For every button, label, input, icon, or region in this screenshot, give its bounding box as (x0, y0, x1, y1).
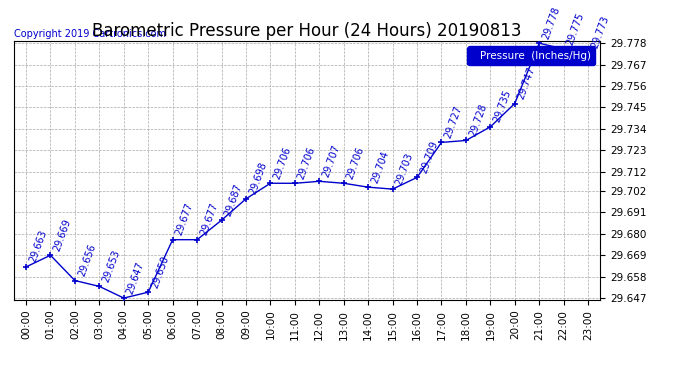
Text: 29.707: 29.707 (321, 143, 342, 178)
Text: 29.727: 29.727 (443, 104, 464, 140)
Text: 29.650: 29.650 (150, 254, 170, 290)
Text: 29.706: 29.706 (296, 145, 317, 180)
Pressure  (Inches/Hg) (95, 284, 104, 289)
Text: 29.747: 29.747 (516, 65, 538, 101)
Text: 29.669: 29.669 (52, 217, 72, 252)
Text: 29.704: 29.704 (370, 149, 391, 184)
Text: 29.735: 29.735 (492, 89, 513, 124)
Text: 29.687: 29.687 (223, 182, 244, 218)
Text: 29.656: 29.656 (77, 243, 97, 278)
Text: 29.706: 29.706 (272, 145, 293, 180)
Text: 29.773: 29.773 (589, 15, 611, 50)
Text: 29.703: 29.703 (394, 151, 415, 186)
Pressure  (Inches/Hg) (266, 181, 275, 186)
Pressure  (Inches/Hg) (511, 101, 519, 106)
Text: 29.677: 29.677 (174, 201, 195, 237)
Text: 29.698: 29.698 (247, 161, 268, 196)
Pressure  (Inches/Hg) (46, 253, 55, 258)
Title: Barometric Pressure per Hour (24 Hours) 20190813: Barometric Pressure per Hour (24 Hours) … (92, 22, 522, 40)
Pressure  (Inches/Hg) (119, 296, 128, 300)
Pressure  (Inches/Hg) (462, 138, 470, 143)
Line: Pressure  (Inches/Hg): Pressure (Inches/Hg) (23, 40, 591, 302)
Pressure  (Inches/Hg) (315, 179, 324, 184)
Pressure  (Inches/Hg) (22, 265, 30, 269)
Pressure  (Inches/Hg) (168, 237, 177, 242)
Pressure  (Inches/Hg) (241, 196, 250, 201)
Pressure  (Inches/Hg) (339, 181, 348, 186)
Text: 29.728: 29.728 (467, 102, 489, 138)
Pressure  (Inches/Hg) (290, 181, 299, 186)
Pressure  (Inches/Hg) (413, 175, 421, 180)
Pressure  (Inches/Hg) (144, 290, 152, 294)
Pressure  (Inches/Hg) (437, 140, 446, 145)
Text: 29.709: 29.709 (418, 140, 440, 175)
Text: 29.677: 29.677 (199, 201, 219, 237)
Pressure  (Inches/Hg) (364, 185, 373, 189)
Pressure  (Inches/Hg) (535, 41, 543, 45)
Text: 29.706: 29.706 (345, 145, 366, 180)
Pressure  (Inches/Hg) (71, 278, 79, 283)
Text: 29.775: 29.775 (565, 11, 586, 46)
Text: Copyright 2019 Cartronics.com: Copyright 2019 Cartronics.com (14, 28, 166, 39)
Pressure  (Inches/Hg) (584, 51, 592, 55)
Pressure  (Inches/Hg) (193, 237, 201, 242)
Legend: Pressure  (Inches/Hg): Pressure (Inches/Hg) (467, 46, 595, 65)
Text: 29.778: 29.778 (540, 5, 562, 40)
Pressure  (Inches/Hg) (217, 218, 226, 222)
Pressure  (Inches/Hg) (388, 187, 397, 191)
Text: 29.663: 29.663 (28, 229, 48, 264)
Pressure  (Inches/Hg) (560, 47, 568, 51)
Text: 29.647: 29.647 (125, 260, 146, 295)
Pressure  (Inches/Hg) (486, 124, 495, 129)
Text: 29.653: 29.653 (101, 248, 121, 284)
